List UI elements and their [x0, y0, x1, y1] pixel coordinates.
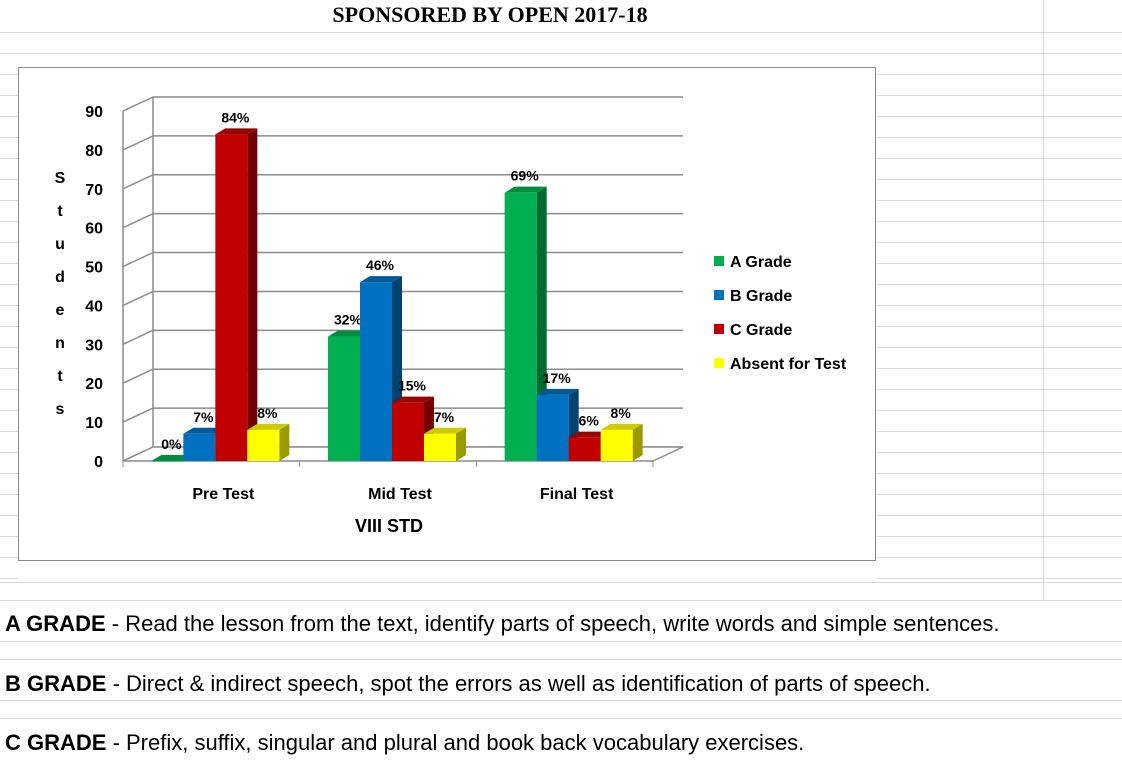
- y-axis-label-char: t: [57, 203, 63, 220]
- legend-label: C Grade: [730, 322, 792, 339]
- bar-top: [504, 186, 547, 193]
- y-tick-label: 80: [85, 143, 103, 160]
- b-grade-note: B GRADE - Direct & indirect speech, spot…: [5, 671, 931, 697]
- y-axis-label-char: u: [55, 236, 65, 253]
- y-axis-label-char: d: [55, 269, 65, 286]
- data-label: 69%: [511, 168, 540, 184]
- gridline-side: [122, 251, 154, 268]
- data-label: 84%: [221, 109, 250, 125]
- c-grade-label: C GRADE: [5, 730, 107, 755]
- y-tick-label: 10: [85, 415, 103, 432]
- c-grade-text: - Prefix, suffix, singular and plural an…: [106, 730, 805, 755]
- gridline-side: [122, 329, 154, 346]
- data-label: 7%: [193, 409, 214, 425]
- bar-top: [392, 396, 434, 403]
- gridline-side: [122, 368, 154, 384]
- x-tick-label: Pre Test: [192, 486, 255, 503]
- bar-top: [600, 423, 643, 430]
- y-tick-label: 70: [85, 182, 103, 199]
- y-tick-label: 0: [94, 454, 103, 471]
- bar-b-grade-mid-test: [360, 282, 392, 461]
- y-tick-label: 90: [85, 104, 103, 121]
- data-label: 8%: [257, 405, 278, 421]
- data-label: 7%: [434, 409, 455, 425]
- data-label: 15%: [398, 378, 427, 394]
- data-label: 46%: [366, 257, 395, 273]
- gridline-side: [122, 290, 154, 307]
- c-grade-note: C GRADE - Prefix, suffix, singular and p…: [5, 730, 804, 756]
- data-label: 6%: [579, 413, 600, 429]
- y-axis-label-char: t: [57, 368, 63, 385]
- y-tick-label: 40: [85, 298, 103, 315]
- b-grade-text: - Direct & indirect speech, spot the err…: [106, 671, 931, 696]
- bar-top: [424, 427, 466, 434]
- bar-top: [151, 455, 194, 461]
- bar-chart: 0102030405060708090Students0%7%84%8%Pre …: [55, 96, 847, 536]
- bar-a-grade-final-test: [504, 192, 537, 461]
- bar-top: [536, 388, 579, 395]
- data-label: 8%: [611, 405, 632, 421]
- y-tick-label: 30: [85, 337, 103, 354]
- legend-label: Absent for Test: [730, 356, 847, 373]
- bar-top: [568, 431, 611, 438]
- bar-top: [328, 330, 370, 337]
- data-label: 17%: [543, 370, 572, 386]
- gridline-side: [122, 96, 154, 112]
- bar-side: [247, 128, 258, 462]
- bar-b-grade-pre-test: [183, 433, 216, 461]
- bar-absent-for-test-final-test: [600, 429, 633, 461]
- bar-c-grade-mid-test: [392, 402, 424, 461]
- bar-side: [632, 423, 643, 461]
- gridline-side: [122, 135, 154, 151]
- bar-c-grade-final-test: [568, 437, 601, 461]
- sheet-title: SPONSORED BY OPEN 2017-18: [332, 2, 648, 27]
- a-grade-note: A GRADE - Read the lesson from the text,…: [5, 611, 1000, 637]
- bar-absent-for-test-pre-test: [247, 429, 280, 461]
- bar-top: [247, 423, 290, 430]
- y-tick-label: 60: [85, 221, 103, 238]
- x-axis-title: VIII STD: [355, 516, 423, 536]
- legend-swatch: [714, 324, 724, 334]
- b-grade-label: B GRADE: [5, 671, 107, 696]
- data-label: 0%: [161, 436, 182, 452]
- bar-c-grade-pre-test: [215, 134, 248, 461]
- a-grade-label: A GRADE: [5, 611, 106, 636]
- legend-label: A Grade: [730, 254, 792, 271]
- legend-label: B Grade: [730, 288, 792, 305]
- y-tick-label: 50: [85, 260, 103, 277]
- y-axis-label-char: S: [55, 170, 66, 187]
- bar-a-grade-pre-test: [151, 461, 184, 462]
- a-grade-text: - Read the lesson from the text, identif…: [105, 611, 1000, 636]
- legend-swatch: [714, 256, 724, 266]
- bar-top: [215, 128, 258, 135]
- gridline-side: [122, 212, 154, 229]
- gridline-side: [122, 174, 154, 190]
- y-axis-label-char: n: [55, 335, 65, 352]
- bar-a-grade-mid-test: [328, 336, 360, 461]
- x-tick-label: Mid Test: [368, 486, 432, 503]
- bar-top: [183, 427, 226, 434]
- bar-b-grade-final-test: [536, 394, 569, 461]
- y-tick-label: 20: [85, 376, 103, 393]
- bar-side: [279, 423, 290, 461]
- legend-swatch: [714, 358, 724, 368]
- y-axis-label-char: s: [56, 401, 65, 418]
- x-tick-label: Final Test: [540, 486, 614, 503]
- gridline-side: [122, 407, 154, 423]
- bar-side: [456, 427, 466, 461]
- bar-top: [360, 276, 402, 283]
- bar-absent-for-test-mid-test: [424, 433, 456, 461]
- legend-swatch: [714, 290, 724, 300]
- data-label: 32%: [334, 312, 363, 328]
- y-axis-label-char: e: [56, 302, 65, 319]
